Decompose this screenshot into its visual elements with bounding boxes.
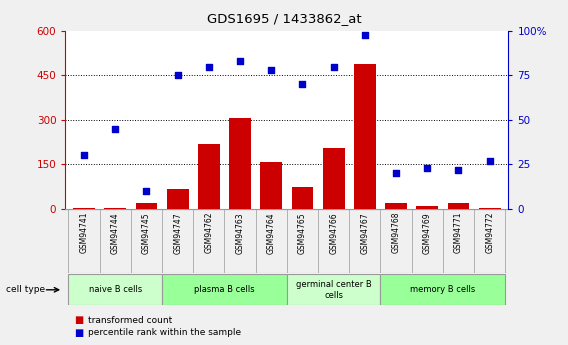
Text: naive B cells: naive B cells xyxy=(89,285,142,294)
Text: ■: ■ xyxy=(74,315,83,325)
Bar xyxy=(229,118,251,209)
Point xyxy=(236,59,245,64)
Text: percentile rank within the sample: percentile rank within the sample xyxy=(88,328,241,337)
Text: plasma B cells: plasma B cells xyxy=(194,285,255,294)
Point xyxy=(329,64,338,69)
Text: GSM94741: GSM94741 xyxy=(80,212,89,254)
Text: GSM94771: GSM94771 xyxy=(454,212,463,254)
Point xyxy=(454,167,463,172)
Bar xyxy=(385,204,407,209)
Text: GSM94763: GSM94763 xyxy=(236,212,245,254)
Bar xyxy=(73,208,95,209)
Bar xyxy=(167,189,189,209)
Point xyxy=(173,73,182,78)
Text: GSM94745: GSM94745 xyxy=(142,212,151,254)
Bar xyxy=(105,208,126,209)
Text: GSM94768: GSM94768 xyxy=(391,212,400,254)
Text: cell type: cell type xyxy=(6,285,45,294)
Text: GSM94762: GSM94762 xyxy=(204,212,214,254)
Text: GDS1695 / 1433862_at: GDS1695 / 1433862_at xyxy=(207,12,361,25)
Bar xyxy=(416,206,438,209)
Bar xyxy=(291,187,314,209)
Text: germinal center B
cells: germinal center B cells xyxy=(296,280,371,299)
Text: GSM94765: GSM94765 xyxy=(298,212,307,254)
Text: GSM94769: GSM94769 xyxy=(423,212,432,254)
Text: memory B cells: memory B cells xyxy=(410,285,475,294)
Point xyxy=(423,165,432,171)
Point xyxy=(485,158,494,164)
Text: transformed count: transformed count xyxy=(88,316,172,325)
Bar xyxy=(260,162,282,209)
Bar xyxy=(323,148,345,209)
Point xyxy=(298,82,307,87)
Bar xyxy=(162,274,287,305)
Bar xyxy=(287,274,381,305)
Text: GSM94764: GSM94764 xyxy=(267,212,275,254)
Bar xyxy=(381,274,506,305)
Bar xyxy=(479,208,500,209)
Text: GSM94767: GSM94767 xyxy=(360,212,369,254)
Text: GSM94766: GSM94766 xyxy=(329,212,338,254)
Text: ■: ■ xyxy=(74,328,83,338)
Bar xyxy=(198,144,220,209)
Text: GSM94747: GSM94747 xyxy=(173,212,182,254)
Text: GSM94744: GSM94744 xyxy=(111,212,120,254)
Point xyxy=(267,67,276,73)
Point xyxy=(111,126,120,131)
Text: GSM94772: GSM94772 xyxy=(485,212,494,254)
Point xyxy=(360,32,369,37)
Bar xyxy=(136,204,157,209)
Bar xyxy=(354,64,376,209)
Bar xyxy=(448,204,469,209)
Point xyxy=(80,152,89,158)
Point xyxy=(142,188,151,194)
Point xyxy=(204,64,214,69)
Bar xyxy=(68,274,162,305)
Point xyxy=(391,170,400,176)
